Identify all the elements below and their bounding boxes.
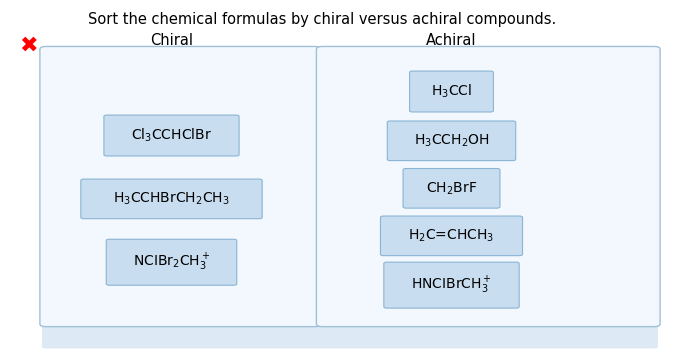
Text: Chiral: Chiral xyxy=(150,33,193,48)
Text: H$_3$CCl: H$_3$CCl xyxy=(431,83,472,100)
Text: ✖: ✖ xyxy=(19,36,37,56)
Text: Sort the chemical formulas by chiral versus achiral compounds.: Sort the chemical formulas by chiral ver… xyxy=(88,12,556,27)
FancyBboxPatch shape xyxy=(42,326,658,348)
FancyBboxPatch shape xyxy=(80,179,262,219)
FancyBboxPatch shape xyxy=(384,262,519,308)
FancyBboxPatch shape xyxy=(104,115,239,156)
Text: H$_3$CCHBrCH$_2$CH$_3$: H$_3$CCHBrCH$_2$CH$_3$ xyxy=(113,191,230,207)
FancyBboxPatch shape xyxy=(106,239,237,285)
FancyBboxPatch shape xyxy=(381,216,522,256)
Text: Cl$_3$CCHClBr: Cl$_3$CCHClBr xyxy=(131,127,212,144)
Text: NCIBr$_2$CH$_3^+$: NCIBr$_2$CH$_3^+$ xyxy=(133,252,210,273)
Text: H$_2$C=CHCH$_3$: H$_2$C=CHCH$_3$ xyxy=(408,228,495,244)
Text: CH$_2$BrF: CH$_2$BrF xyxy=(426,180,477,196)
Text: Achiral: Achiral xyxy=(426,33,477,48)
Text: HNCIBrCH$_3^+$: HNCIBrCH$_3^+$ xyxy=(411,275,492,296)
FancyBboxPatch shape xyxy=(387,121,516,161)
FancyBboxPatch shape xyxy=(410,71,494,112)
FancyBboxPatch shape xyxy=(316,46,660,327)
FancyBboxPatch shape xyxy=(40,46,321,327)
FancyBboxPatch shape xyxy=(403,169,500,208)
Text: H$_3$CCH$_2$OH: H$_3$CCH$_2$OH xyxy=(414,133,489,149)
